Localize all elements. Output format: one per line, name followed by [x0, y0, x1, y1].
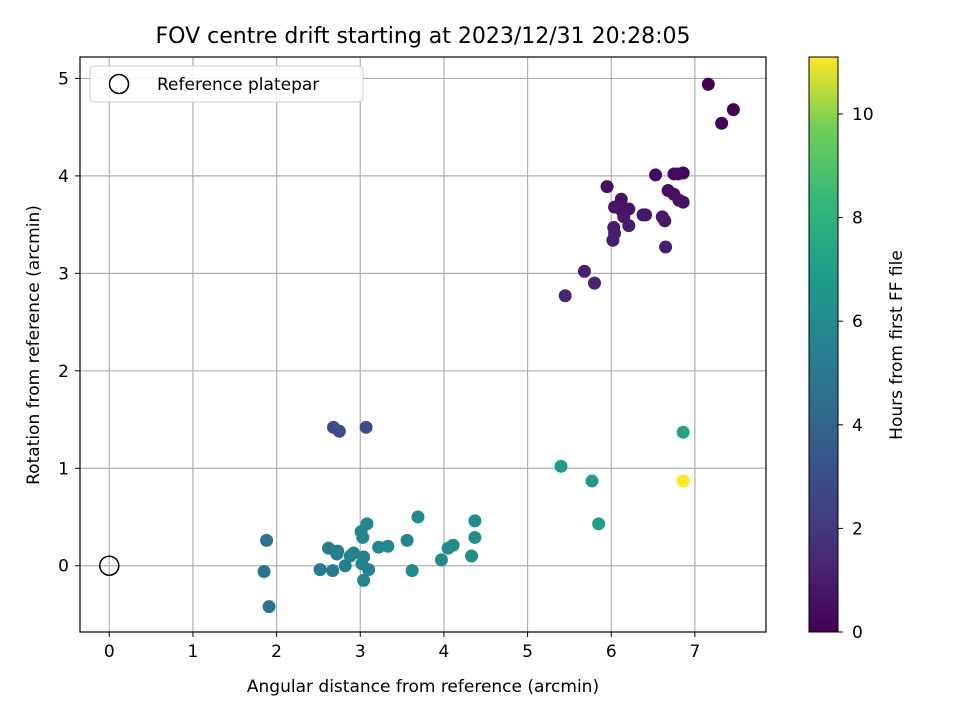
scatter-point [600, 180, 614, 194]
scatter-point [338, 559, 352, 573]
reference-platepar-marker [99, 555, 120, 576]
scatter-point [715, 116, 729, 130]
scatter-point [468, 530, 482, 544]
scatter-point [585, 474, 599, 488]
x-tick-label: 1 [188, 642, 199, 662]
scatter-point [606, 233, 620, 247]
scatter-point [356, 530, 370, 544]
x-axis-ticks: 0 1 2 3 4 5 6 7 [104, 632, 700, 662]
x-axis-label: Angular distance from reference (arcmin) [247, 677, 599, 697]
scatter-point [381, 539, 395, 553]
scatter-point [639, 208, 653, 222]
scatter-point [359, 420, 373, 434]
scatter-point [701, 77, 715, 91]
legend-box [89, 65, 364, 103]
legend-entry-reference-platepar: Reference platepar [157, 75, 319, 95]
y-tick-label: 4 [58, 167, 69, 187]
scatter-point [588, 276, 601, 290]
colorbar-tick-label: 4 [852, 416, 863, 436]
scatter-point [676, 425, 690, 439]
colorbar-ticks: 0 2 4 6 8 10 [838, 105, 874, 643]
scatter-point [446, 538, 460, 552]
x-tick-label: 3 [355, 642, 366, 662]
scatter-point [400, 533, 414, 547]
scatter-point [260, 533, 274, 547]
scatter-point [658, 214, 672, 228]
scatter-point [592, 517, 606, 531]
x-tick-label: 7 [689, 642, 700, 662]
plot-area: 0 1 2 3 4 5 6 7 0 1 2 3 4 5 [58, 56, 767, 662]
colorbar: 0 2 4 6 8 10 Hours from first FF file [808, 56, 907, 643]
x-tick-label: 2 [271, 642, 282, 662]
scatter-point [362, 563, 376, 577]
scatter-point [676, 195, 690, 209]
y-tick-label: 3 [58, 264, 69, 284]
scatter-point [676, 474, 690, 488]
y-tick-label: 2 [58, 362, 69, 382]
legend-marker [108, 73, 130, 95]
scatter-point [468, 514, 482, 528]
x-tick-label: 4 [439, 642, 450, 662]
colorbar-tick-label: 10 [852, 105, 874, 125]
scatter-point [554, 459, 568, 473]
scatter-point [330, 547, 344, 561]
scatter-point [622, 219, 636, 233]
legend: Reference platepar [89, 65, 364, 103]
y-axis-ticks: 0 1 2 3 4 5 [58, 69, 80, 577]
colorbar-tick-label: 8 [852, 209, 863, 229]
x-tick-label: 5 [522, 642, 533, 662]
plot-border [79, 56, 767, 633]
scatter-point [357, 573, 371, 587]
colorbar-gradient [808, 56, 839, 633]
scatter-point [577, 264, 591, 278]
scatter-point [558, 289, 572, 303]
scatter-point [313, 563, 327, 577]
colorbar-tick-label: 2 [852, 519, 863, 539]
scatter-point [726, 103, 740, 117]
y-tick-label: 5 [58, 69, 69, 89]
scatter-point [465, 549, 479, 563]
scatter-point [434, 553, 448, 567]
x-tick-label: 0 [104, 642, 115, 662]
plot-frame [80, 57, 766, 632]
scatter-point [411, 510, 425, 524]
scatter-point [343, 549, 357, 563]
x-tick-label: 6 [606, 642, 617, 662]
y-axis-label: Rotation from reference (arcmin) [24, 205, 44, 485]
scatter-point [649, 168, 663, 182]
scatter-point [671, 167, 685, 181]
scatter-point [326, 564, 340, 578]
data-points [257, 77, 740, 614]
colorbar-tick-label: 0 [852, 623, 863, 643]
scatter-point [262, 600, 276, 614]
colorbar-tick-label: 6 [852, 312, 863, 332]
colorbar-label: Hours from first FF file [887, 250, 907, 440]
y-tick-label: 0 [58, 557, 69, 577]
scatter-point [257, 565, 271, 579]
y-tick-label: 1 [58, 459, 69, 479]
chart-title: FOV centre drift starting at 2023/12/31 … [156, 24, 691, 49]
scatter-point [659, 240, 673, 254]
scatter-point [360, 517, 374, 531]
scatter-point [332, 424, 346, 438]
scatter-point [405, 564, 419, 578]
